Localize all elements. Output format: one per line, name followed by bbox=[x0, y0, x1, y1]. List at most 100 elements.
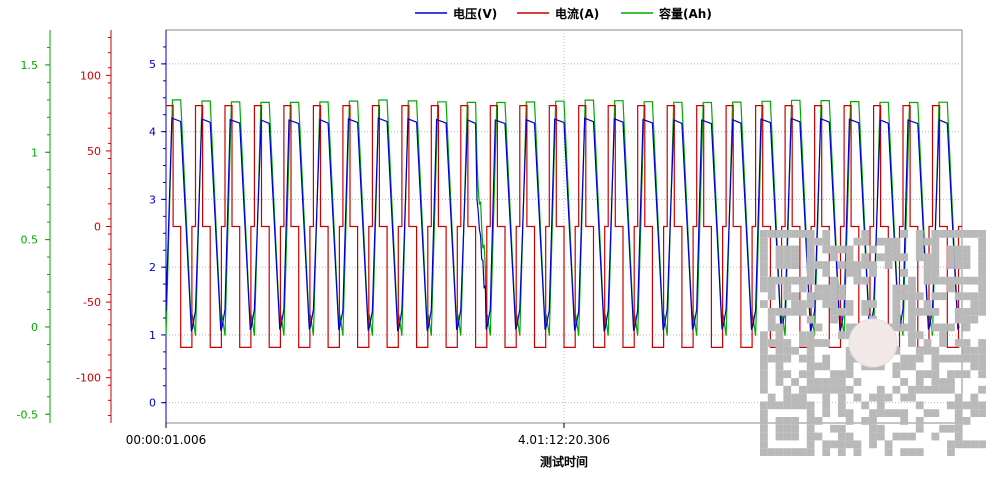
qr-module bbox=[923, 385, 932, 394]
capacity-tick-label: 0.5 bbox=[21, 234, 39, 247]
qr-module bbox=[791, 292, 799, 301]
qr-module bbox=[908, 307, 916, 316]
qr-module bbox=[783, 424, 792, 433]
qr-module bbox=[915, 370, 924, 379]
qr-module bbox=[861, 362, 870, 371]
qr-module bbox=[791, 230, 799, 238]
qr-module bbox=[962, 323, 971, 332]
qr-module bbox=[806, 409, 815, 418]
qr-module bbox=[970, 409, 979, 418]
qr-module bbox=[791, 432, 799, 441]
qr-module bbox=[798, 307, 807, 316]
qr-module bbox=[947, 276, 955, 285]
qr-module bbox=[822, 300, 831, 308]
qr-module bbox=[869, 417, 877, 425]
qr-module bbox=[845, 323, 854, 332]
qr-module bbox=[806, 315, 815, 324]
qr-module bbox=[760, 237, 768, 246]
qr-module bbox=[970, 362, 979, 371]
qr-module bbox=[923, 370, 932, 379]
qr-module bbox=[954, 417, 963, 425]
qr-module bbox=[775, 230, 784, 238]
qr-module bbox=[954, 315, 963, 324]
qr-module bbox=[845, 385, 854, 394]
qr-module bbox=[806, 331, 815, 340]
qr-module bbox=[962, 315, 971, 324]
qr-module bbox=[962, 245, 971, 254]
qr-module bbox=[845, 261, 854, 269]
qr-module bbox=[767, 393, 776, 402]
qr-module bbox=[931, 237, 940, 246]
qr-module bbox=[845, 432, 854, 441]
qr-module bbox=[853, 276, 862, 285]
qr-module bbox=[908, 448, 916, 456]
qr-module bbox=[845, 346, 854, 355]
qr-module bbox=[970, 393, 979, 402]
qr-module bbox=[931, 370, 940, 379]
qr-module bbox=[923, 339, 932, 347]
qr-module bbox=[884, 440, 893, 449]
qr-module bbox=[947, 378, 955, 386]
qr-module bbox=[978, 230, 986, 238]
qr-module bbox=[876, 401, 885, 410]
qr-module bbox=[783, 339, 792, 347]
qr-module bbox=[845, 331, 854, 340]
qr-module bbox=[791, 261, 799, 269]
qr-module bbox=[869, 268, 877, 277]
voltage-tick-label: 5 bbox=[149, 58, 156, 71]
qr-module bbox=[892, 253, 901, 262]
qr-module bbox=[783, 346, 792, 355]
qr-module bbox=[783, 393, 792, 402]
voltage-tick-label: 1 bbox=[149, 329, 156, 342]
qr-module bbox=[876, 424, 885, 433]
qr-code-watermark bbox=[760, 230, 986, 456]
qr-module bbox=[947, 230, 955, 238]
voltage-tick-label: 2 bbox=[149, 261, 156, 274]
qr-module bbox=[806, 424, 815, 433]
qr-module bbox=[814, 237, 823, 246]
qr-module bbox=[869, 300, 877, 308]
qr-module bbox=[837, 378, 846, 386]
qr-module bbox=[915, 385, 924, 394]
qr-module bbox=[978, 292, 986, 301]
qr-module bbox=[760, 401, 768, 410]
qr-module bbox=[853, 378, 862, 386]
qr-module bbox=[830, 378, 838, 386]
qr-module bbox=[931, 323, 940, 332]
qr-module bbox=[869, 409, 877, 418]
qr-module bbox=[869, 245, 877, 254]
qr-module bbox=[947, 261, 955, 269]
qr-module bbox=[760, 440, 768, 449]
qr-module bbox=[791, 448, 799, 456]
qr-module bbox=[876, 237, 885, 246]
qr-module bbox=[775, 378, 784, 386]
qr-module bbox=[760, 245, 768, 254]
qr-module bbox=[837, 261, 846, 269]
qr-module bbox=[830, 315, 838, 324]
qr-module bbox=[947, 448, 955, 456]
qr-module bbox=[892, 409, 901, 418]
qr-module bbox=[822, 393, 831, 402]
qr-module bbox=[970, 346, 979, 355]
qr-module bbox=[954, 276, 963, 285]
qr-module bbox=[830, 370, 838, 379]
qr-module bbox=[760, 284, 768, 293]
qr-module bbox=[760, 331, 768, 340]
x-axis-label: 测试时间 bbox=[540, 454, 588, 469]
qr-module bbox=[947, 385, 955, 394]
qr-module bbox=[978, 409, 986, 418]
qr-module bbox=[923, 253, 932, 262]
qr-module bbox=[978, 268, 986, 277]
qr-module bbox=[806, 339, 815, 347]
qr-module bbox=[791, 253, 799, 262]
legend-label: 电流(A) bbox=[555, 6, 599, 21]
qr-module bbox=[869, 432, 877, 441]
qr-module bbox=[915, 230, 924, 238]
qr-module bbox=[775, 253, 784, 262]
qr-module bbox=[837, 393, 846, 402]
qr-module bbox=[822, 245, 831, 254]
qr-module bbox=[814, 339, 823, 347]
qr-module bbox=[915, 292, 924, 301]
qr-module bbox=[962, 417, 971, 425]
qr-module bbox=[931, 362, 940, 371]
